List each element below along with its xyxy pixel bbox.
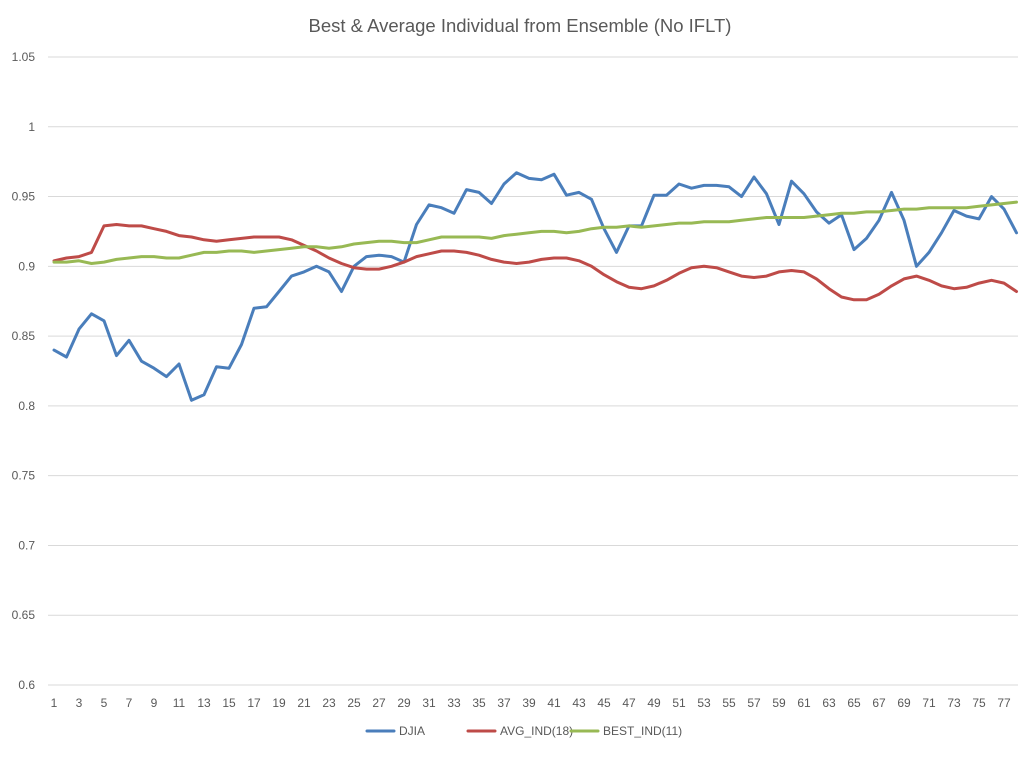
x-tick-label: 19 xyxy=(272,696,286,710)
x-tick-label: 51 xyxy=(672,696,686,710)
x-tick-label: 3 xyxy=(76,696,83,710)
x-tick-label: 57 xyxy=(747,696,761,710)
x-tick-label: 1 xyxy=(51,696,58,710)
x-tick-label: 17 xyxy=(247,696,261,710)
x-tick-label: 47 xyxy=(622,696,636,710)
x-tick-label: 29 xyxy=(397,696,411,710)
y-tick-label: 1 xyxy=(28,120,35,134)
x-tick-label: 45 xyxy=(597,696,611,710)
x-tick-label: 53 xyxy=(697,696,711,710)
y-tick-label: 0.7 xyxy=(18,538,35,552)
y-axis-tick-labels: 0.6 0.65 0.7 0.75 0.8 0.85 0.9 0.95 1 1.05 xyxy=(12,50,36,692)
y-tick-label: 0.85 xyxy=(12,329,36,343)
x-tick-label: 23 xyxy=(322,696,336,710)
x-tick-label: 5 xyxy=(101,696,108,710)
x-tick-label: 59 xyxy=(772,696,786,710)
x-tick-label: 67 xyxy=(872,696,886,710)
series-line-best-ind-11 xyxy=(52,200,1018,265)
x-tick-label: 77 xyxy=(997,696,1011,710)
x-tick-label: 73 xyxy=(947,696,961,710)
x-tick-label: 69 xyxy=(897,696,911,710)
x-tick-label: 61 xyxy=(797,696,811,710)
series-lines xyxy=(52,171,1018,402)
x-tick-label: 31 xyxy=(422,696,436,710)
x-tick-label: 63 xyxy=(822,696,836,710)
gridlines xyxy=(48,56,1018,616)
y-tick-label: 1.05 xyxy=(12,50,36,64)
x-tick-label: 33 xyxy=(447,696,461,710)
x-tick-label: 7 xyxy=(126,696,133,710)
x-tick-label: 49 xyxy=(647,696,661,710)
y-tick-label: 0.95 xyxy=(12,190,36,204)
x-tick-label: 35 xyxy=(472,696,486,710)
x-tick-label: 27 xyxy=(372,696,386,710)
x-tick-label: 71 xyxy=(922,696,936,710)
x-tick-label: 37 xyxy=(497,696,511,710)
x-tick-label: 75 xyxy=(972,696,986,710)
y-tick-label: 0.9 xyxy=(18,259,35,273)
y-tick-label: 0.6 xyxy=(18,678,35,692)
x-tick-label: 25 xyxy=(347,696,361,710)
legend-label-avg-ind-18: AVG_IND(18) xyxy=(500,724,573,738)
x-tick-label: 15 xyxy=(222,696,236,710)
x-tick-label: 21 xyxy=(297,696,311,710)
x-axis-tick-labels: 1 3 5 7 9 11 13 15 17 19 21 23 25 27 29 31 33 35 37 39 41 43 4… xyxy=(51,696,1011,710)
legend-label-djia: DJIA xyxy=(399,724,425,738)
x-tick-label: 9 xyxy=(151,696,158,710)
chart-title: Best & Average Individual from Ensemble … xyxy=(309,15,732,36)
y-tick-label: 0.65 xyxy=(12,608,36,622)
x-tick-label: 55 xyxy=(722,696,736,710)
x-tick-label: 43 xyxy=(572,696,586,710)
x-tick-label: 13 xyxy=(197,696,211,710)
series-line-djia xyxy=(52,171,1018,402)
y-tick-label: 0.75 xyxy=(12,469,36,483)
y-tick-label: 0.8 xyxy=(18,399,35,413)
x-tick-label: 65 xyxy=(847,696,861,710)
legend-label-best-ind-11: BEST_IND(11) xyxy=(603,724,682,738)
x-tick-label: 41 xyxy=(547,696,561,710)
series-line-avg-ind-18 xyxy=(52,223,1018,302)
x-tick-label: 39 xyxy=(522,696,536,710)
legend: DJIA AVG_IND(18) BEST_IND(11) xyxy=(365,724,682,738)
x-tick-label: 11 xyxy=(173,696,186,710)
